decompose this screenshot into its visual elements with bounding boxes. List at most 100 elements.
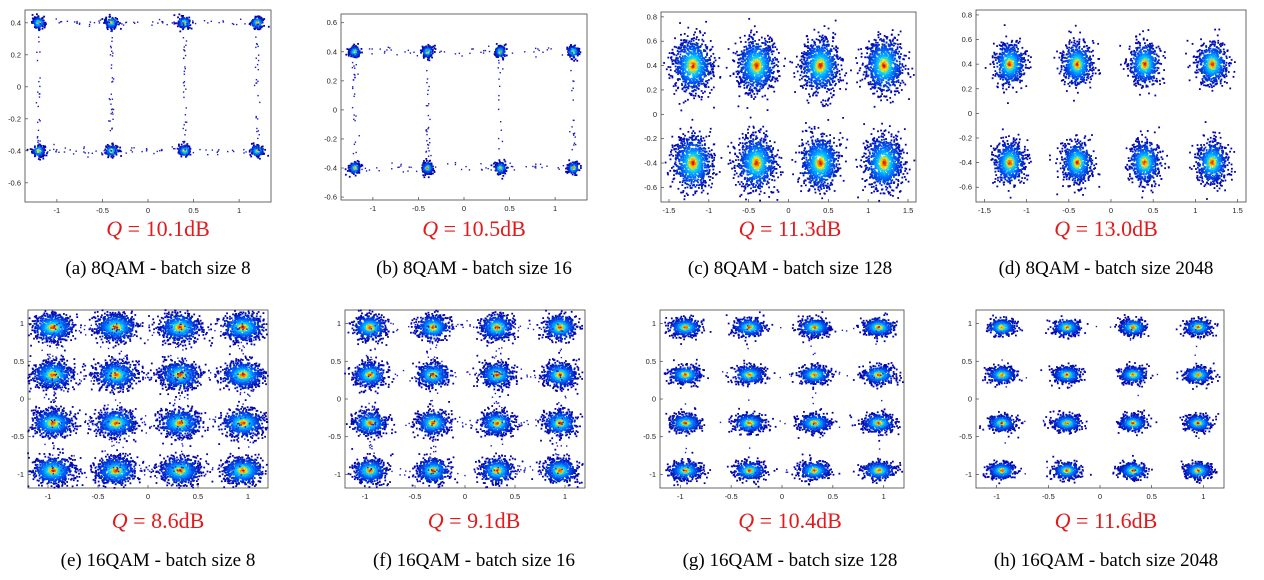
data-point xyxy=(682,161,685,164)
data-point xyxy=(575,160,577,163)
data-point xyxy=(39,21,42,24)
data-point xyxy=(688,50,691,53)
data-point xyxy=(256,63,259,66)
data-point xyxy=(111,81,113,83)
data-point xyxy=(700,191,703,194)
data-point xyxy=(671,60,674,63)
data-point xyxy=(495,43,498,45)
data-point xyxy=(496,48,499,51)
data-point xyxy=(184,152,187,155)
data-point xyxy=(111,77,114,79)
data-point xyxy=(41,25,44,28)
data-point xyxy=(711,182,714,185)
data-point xyxy=(184,50,186,52)
data-point xyxy=(571,126,573,128)
data-point xyxy=(105,17,107,20)
data-point xyxy=(428,150,430,152)
data-point xyxy=(429,46,431,49)
data-point xyxy=(183,73,186,75)
data-point xyxy=(427,176,430,179)
data-point xyxy=(39,93,41,95)
data-point xyxy=(106,22,108,25)
data-point xyxy=(683,161,686,163)
data-point xyxy=(404,51,406,53)
data-point xyxy=(701,162,704,165)
data-point xyxy=(152,21,154,23)
data-point xyxy=(131,147,133,149)
data-point xyxy=(693,74,696,77)
data-point xyxy=(688,66,691,69)
data-point xyxy=(501,177,504,180)
data-point xyxy=(263,152,265,155)
data-point xyxy=(267,25,270,28)
data-point xyxy=(251,146,254,149)
data-point xyxy=(687,167,690,169)
data-point xyxy=(261,148,264,150)
data-point xyxy=(101,153,104,156)
data-point xyxy=(572,80,574,82)
data-point xyxy=(353,171,356,174)
data-point xyxy=(263,18,266,20)
data-point xyxy=(678,154,681,157)
data-point xyxy=(693,150,695,152)
data-point xyxy=(698,77,701,80)
data-point xyxy=(693,45,696,48)
data-point xyxy=(95,150,97,152)
data-point xyxy=(36,20,39,23)
data-point xyxy=(348,175,351,178)
y-tick-label: -0.2 xyxy=(8,114,21,123)
data-point xyxy=(255,21,258,24)
data-point xyxy=(351,165,354,168)
data-point xyxy=(354,169,357,172)
data-point xyxy=(472,48,474,50)
data-point xyxy=(682,189,685,192)
y-tick-label: -0.4 xyxy=(324,164,337,173)
data-point xyxy=(677,166,680,168)
data-point xyxy=(257,19,260,22)
data-point xyxy=(690,48,693,51)
data-point xyxy=(430,167,433,169)
data-point xyxy=(678,55,681,58)
data-point xyxy=(672,154,675,157)
data-point xyxy=(30,20,33,23)
data-point xyxy=(692,90,695,93)
data-point xyxy=(187,145,189,147)
data-point xyxy=(684,50,687,53)
data-point xyxy=(182,20,185,23)
data-point xyxy=(353,165,356,168)
data-point xyxy=(498,59,500,62)
data-point xyxy=(115,21,118,24)
data-point xyxy=(541,166,543,169)
data-point xyxy=(702,189,705,192)
data-point xyxy=(690,70,693,73)
data-point xyxy=(569,169,572,171)
data-point xyxy=(425,157,428,160)
data-point xyxy=(347,166,350,169)
data-point xyxy=(705,157,708,159)
data-point xyxy=(534,166,536,168)
data-point xyxy=(53,148,55,151)
data-point xyxy=(684,46,687,49)
data-point xyxy=(682,170,685,172)
data-point xyxy=(188,152,191,154)
data-point xyxy=(704,56,707,58)
data-point xyxy=(683,71,686,74)
data-point xyxy=(681,88,684,91)
data-point xyxy=(702,60,705,63)
data-point xyxy=(114,17,117,19)
data-point xyxy=(432,52,434,54)
data-point xyxy=(431,46,434,49)
data-point xyxy=(679,146,682,149)
data-point xyxy=(258,22,261,25)
data-point xyxy=(502,166,505,169)
data-point xyxy=(344,173,347,176)
data-point xyxy=(687,171,690,174)
data-point xyxy=(354,76,356,79)
data-point xyxy=(672,59,675,62)
data-point xyxy=(183,46,185,48)
data-point xyxy=(699,55,701,58)
data-point xyxy=(573,80,575,83)
data-point xyxy=(109,98,111,101)
data-point xyxy=(357,170,360,173)
data-point xyxy=(709,165,712,167)
